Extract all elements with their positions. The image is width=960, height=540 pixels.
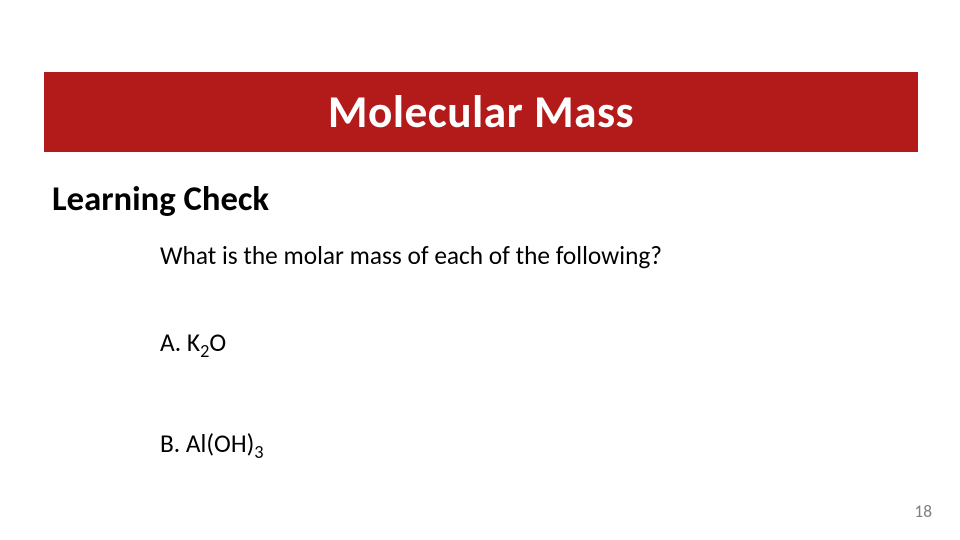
option-b-prefix: B. Al(OH) bbox=[160, 428, 254, 459]
slide-title: Molecular Mass bbox=[328, 85, 634, 140]
question-text: What is the molar mass of each of the fo… bbox=[160, 240, 860, 271]
option-a-prefix: A. K bbox=[160, 327, 200, 358]
option-b: B. Al(OH)3 bbox=[160, 428, 860, 459]
page-number: 18 bbox=[914, 500, 932, 522]
option-a-sub: 2 bbox=[200, 340, 209, 362]
option-a-suffix: O bbox=[209, 327, 226, 358]
option-b-sub: 3 bbox=[254, 441, 263, 463]
body-content: What is the molar mass of each of the fo… bbox=[160, 240, 860, 529]
title-bar: Molecular Mass bbox=[44, 72, 918, 152]
option-a: A. K2O bbox=[160, 327, 860, 358]
subheading: Learning Check bbox=[52, 178, 269, 220]
